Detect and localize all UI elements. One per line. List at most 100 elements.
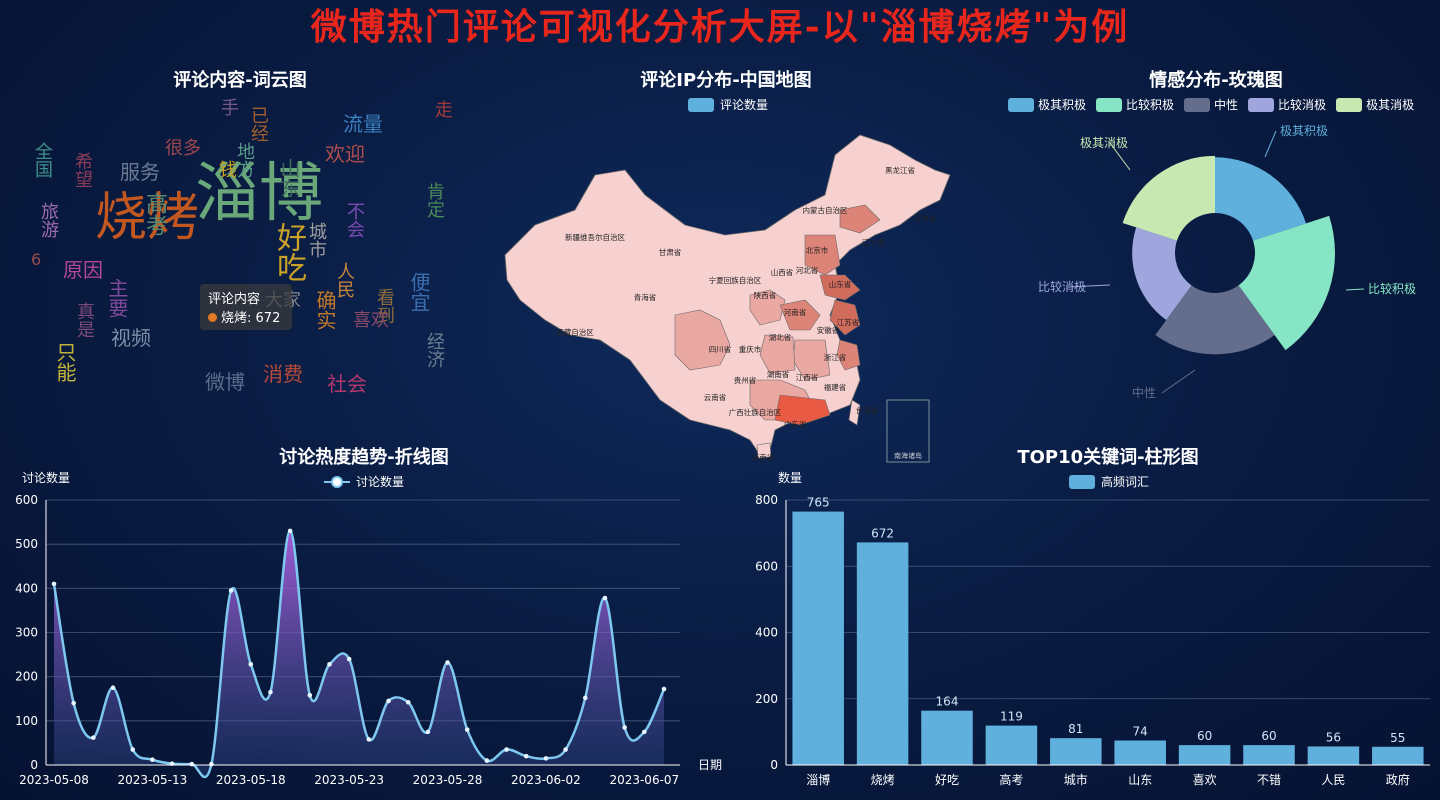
line-point [504,747,509,752]
line-area [54,530,664,777]
bar [1178,745,1231,765]
bar-value-label: 81 [1068,722,1083,736]
rose-slice [1155,285,1275,355]
rose-label-line [1264,130,1277,158]
bar [856,542,909,765]
province-label: 江苏省 [837,317,860,327]
wordcloud-word: 原因 [63,258,103,282]
bar-value-label: 164 [936,695,959,709]
bar-category-label: 人民 [1321,773,1345,787]
line-point [248,662,254,667]
line-legend-label: 讨论数量 [356,475,405,489]
rose-slice-label: 比较积极 [1368,281,1416,296]
province-label: 北京市 [806,245,829,255]
line-point [307,692,313,698]
province-label: 甘肃省 [659,247,682,257]
line-point [209,761,214,767]
rose-legend-label: 中性 [1214,98,1239,112]
wordcloud-word: 服务 [120,160,160,184]
province-label: 山东省 [829,279,852,289]
line-point [71,700,76,706]
bar-category-label: 不错 [1257,773,1281,787]
line-point [130,747,136,752]
bar [1243,745,1295,765]
line-ytick-label: 300 [15,626,38,640]
province-label: 辽宁省 [862,237,885,247]
bar-value-label: 60 [1261,729,1276,743]
wordcloud-word: 已经 [248,106,269,142]
line-xtick-label: 2023-05-18 [216,773,286,787]
bar-ytick-label: 0 [770,758,778,772]
wordcloud-word: 山东 [277,158,301,198]
line-legend-swatch [324,475,350,488]
region-hainan [756,442,772,459]
line-xtick-label: 2023-05-13 [118,773,188,787]
province-label: 江西省 [796,372,819,382]
province-label: 陕西省 [754,290,777,300]
bar [1372,746,1424,765]
region-jiangsu [829,299,861,336]
rose-slice [1132,227,1192,321]
line-ytick-label: 400 [15,581,38,595]
region-sichuan [674,309,731,371]
wordcloud-word: 肯定 [424,182,445,218]
rose-legend-item: 极其消极 [1336,96,1414,113]
bar-ytick-label: 400 [755,626,778,640]
line-point [287,528,293,534]
wordcloud-title: 评论内容-词云图 [173,70,307,91]
rose-legend-swatch [1336,97,1363,112]
rose-legend-label: 比较消极 [1278,98,1327,112]
rose-legend-label: 极其消极 [1366,98,1415,112]
wordcloud-word: 钱 [219,160,237,181]
rose-legend-swatch [1248,97,1275,112]
line-point [602,595,608,601]
bar-legend-swatch [1069,474,1095,489]
line-ytick-label: 600 [15,493,38,507]
wordcloud-word: 手 [221,98,239,119]
wordcloud-word: 真是 [74,302,95,338]
province-label: 云南省 [704,392,727,402]
wordcloud-word: 看到 [374,288,395,324]
rose-legend-swatch [1184,97,1211,112]
bar-category-label: 城市 [1064,772,1088,787]
province-label: 广东省 [784,419,807,429]
bar-value-label: 60 [1197,729,1212,743]
line-point [445,660,450,665]
line-point [405,699,411,705]
bar-category-label: 烧烤 [871,772,895,787]
rose-slice [1238,215,1335,351]
region-hunan [759,334,796,374]
wordcloud-word: 主要 [105,278,129,318]
line-xtick-label: 2023-06-07 [609,773,679,787]
wordcloud-tooltip: 评论内容 烧烤: 672 [200,284,292,330]
province-label: 海南省 [752,452,775,462]
rose-slice [1122,155,1215,241]
tooltip-series: 评论内容 [208,292,261,307]
line-ylabel: 讨论数量 [22,470,70,485]
province-label: 四川省 [709,344,732,354]
line-ytick-label: 0 [30,758,38,772]
bar-value-label: 55 [1390,731,1405,745]
line-point [661,686,667,692]
rose-legend-item: 中性 [1184,96,1238,113]
line-point [425,729,431,735]
tooltip-item: 烧烤 [221,311,248,326]
rose-legend-label: 极其积极 [1038,98,1087,112]
province-label: 吉林省 [914,213,937,223]
page-title: 微博热门评论可视化分析大屏-以"淄博烧烤"为例 [310,6,1130,48]
bar-legend: 高频词汇 [1069,473,1149,490]
bar-category-label: 高考 [999,772,1023,787]
line-ytick-label: 100 [15,714,38,728]
line-ytick-label: 200 [15,670,38,684]
line-xtick-label: 2023-05-28 [413,773,483,787]
bar-category-label: 政府 [1386,772,1410,787]
province-label: 宁夏回族自治区 [709,275,762,285]
rose-slice-label: 中性 [1132,385,1156,400]
map-legend: 评论数量 [688,96,768,113]
line-point [110,685,116,691]
line-point [189,761,195,767]
line-point [51,581,57,587]
wordcloud-word: 烧烤 [95,188,200,248]
